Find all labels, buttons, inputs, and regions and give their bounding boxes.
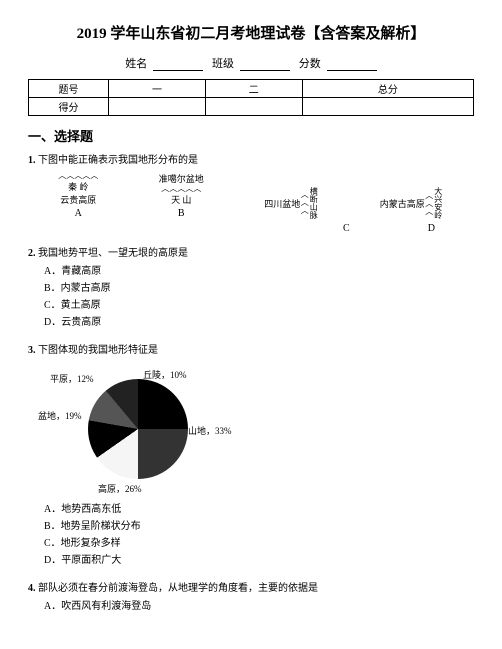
pie-label-pingyuan: 平原，12% [50, 372, 94, 385]
diagram-d: 内蒙古高原 ︿︿︿ 大兴安岭 [380, 187, 444, 219]
diag-c-right: 横断山脉 [308, 187, 319, 219]
score-label: 分数 [299, 58, 321, 70]
diag-c-label-below: C [343, 223, 350, 234]
diag-c-left: 四川盆地 [264, 197, 300, 210]
student-info: 姓名 班级 分数 [28, 55, 474, 71]
q3-opt-d[interactable]: D．平原面积广大 [44, 553, 474, 569]
diag-a-bottom: 云贵高原 [58, 193, 98, 206]
q2-stem: 我国地势平坦、一望无垠的高原是 [38, 248, 188, 259]
q2-num: 2. [28, 248, 36, 259]
q3-opt-a[interactable]: A．地势西高东低 [44, 502, 474, 518]
exam-title: 2019 学年山东省初二月考地理试卷【含答案及解析】 [28, 22, 474, 43]
diag-a-top: 秦 岭 [58, 180, 98, 193]
pie-label-qiuling: 丘陵，10% [143, 368, 187, 381]
th-num: 题号 [29, 80, 109, 98]
mountain-icon: ︿︿︿ [300, 190, 308, 214]
q2-opt-c[interactable]: C．黄土高原 [44, 298, 474, 314]
q2-opt-d[interactable]: D．云贵高原 [44, 315, 474, 331]
mountain-icon: ︿︿︿︿︿ [159, 185, 204, 193]
diag-b-label: B [159, 208, 204, 219]
pie-chart: 平原，12% 丘陵，10% 山地，33% 高原，26% 盆地，19% [68, 364, 208, 494]
q3-num: 3. [28, 345, 36, 356]
td-score-2[interactable] [205, 98, 302, 116]
q4-num: 4. [28, 583, 36, 594]
name-blank[interactable] [153, 59, 203, 71]
pie-label-shandi: 山地，33% [188, 424, 232, 437]
td-score-label: 得分 [29, 98, 109, 116]
score-table: 题号 一 二 总分 得分 [28, 79, 474, 116]
diag-d-right: 大兴安岭 [433, 187, 444, 219]
q3-opt-b[interactable]: B．地势呈阶梯状分布 [44, 519, 474, 535]
th-2: 二 [205, 80, 302, 98]
pie-label-gaoyuan: 高原，26% [98, 482, 142, 495]
q3-stem: 下图体现的我国地形特征是 [38, 345, 158, 356]
diagram-c: 四川盆地 ︿︿︿ 横断山脉 [264, 187, 319, 219]
pie-graphic [88, 379, 188, 479]
question-2: 2. 我国地势平坦、一望无垠的高原是 A．青藏高原 B．内蒙古高原 C．黄土高原… [28, 244, 474, 331]
class-label: 班级 [212, 58, 234, 70]
q2-opt-b[interactable]: B．内蒙古高原 [44, 281, 474, 297]
q1-stem: 下图中能正确表示我国地形分布的是 [38, 155, 198, 166]
q3-opt-c[interactable]: C．地形复杂多样 [44, 536, 474, 552]
diag-b-bottom: 天 山 [159, 193, 204, 206]
td-score-1[interactable] [109, 98, 206, 116]
diagram-a: ︿︿︿︿︿ 秦 岭 云贵高原 A [58, 172, 98, 219]
q1-num: 1. [28, 155, 36, 166]
mountain-icon: ︿︿︿︿︿ [58, 172, 98, 180]
pie-label-pendi: 盆地，19% [38, 409, 82, 422]
q2-opt-a[interactable]: A．青藏高原 [44, 264, 474, 280]
mountain-icon: ︿︿︿ [425, 191, 433, 215]
section-1-heading: 一、选择题 [28, 126, 474, 145]
name-label: 姓名 [125, 58, 147, 70]
th-total: 总分 [302, 80, 473, 98]
th-1: 一 [109, 80, 206, 98]
question-4: 4. 部队必须在春分前渡海登岛，从地理学的角度看，主要的依据是 A．吹西风有利渡… [28, 579, 474, 615]
class-blank[interactable] [240, 59, 290, 71]
diag-d-left: 内蒙古高原 [380, 197, 425, 210]
question-3: 3. 下图体现的我国地形特征是 平原，12% 丘陵，10% 山地，33% 高原，… [28, 341, 474, 569]
q4-opt-a[interactable]: A．吹西风有利渡海登岛 [44, 599, 474, 615]
question-1: 1. 下图中能正确表示我国地形分布的是 ︿︿︿︿︿ 秦 岭 云贵高原 A 准噶尔… [28, 151, 474, 234]
diag-d-label-below: D [428, 223, 435, 234]
score-blank[interactable] [327, 59, 377, 71]
q4-stem: 部队必须在春分前渡海登岛，从地理学的角度看，主要的依据是 [38, 583, 318, 594]
diag-a-label: A [58, 208, 98, 219]
q1-diagrams: ︿︿︿︿︿ 秦 岭 云贵高原 A 准噶尔盆地 ︿︿︿︿︿ 天 山 B 四川盆地 … [28, 172, 474, 219]
diagram-b: 准噶尔盆地 ︿︿︿︿︿ 天 山 B [159, 172, 204, 219]
td-score-total[interactable] [302, 98, 473, 116]
